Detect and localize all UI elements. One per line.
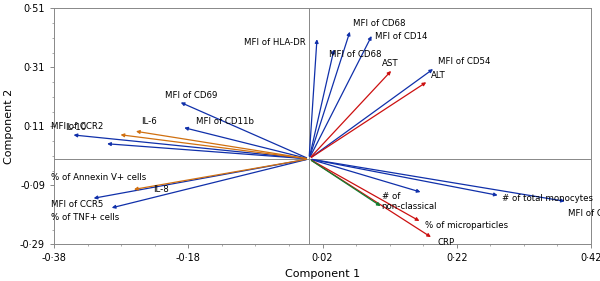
Text: MFI of CD68: MFI of CD68 xyxy=(353,19,405,28)
Text: ALT: ALT xyxy=(431,71,446,80)
Text: IL-6: IL-6 xyxy=(141,117,157,126)
Text: MFI of CD14: MFI of CD14 xyxy=(375,32,427,41)
Text: # of total monocytes: # of total monocytes xyxy=(502,194,593,203)
Text: CRP: CRP xyxy=(438,238,455,247)
Text: MFI of CCR2: MFI of CCR2 xyxy=(50,123,103,132)
Text: IL-10: IL-10 xyxy=(65,123,86,132)
Text: % of TNF+ cells: % of TNF+ cells xyxy=(50,214,119,223)
Text: MFI of HLA-DR: MFI of HLA-DR xyxy=(244,38,306,47)
Text: IL-8: IL-8 xyxy=(154,185,169,194)
Text: MFI of CD68: MFI of CD68 xyxy=(329,49,382,59)
Text: MFI of CCR5: MFI of CCR5 xyxy=(50,200,103,209)
Y-axis label: Component 2: Component 2 xyxy=(4,89,14,164)
Text: # of
non-classical: # of non-classical xyxy=(382,192,437,211)
Text: AST: AST xyxy=(382,59,398,68)
Text: % of microparticles: % of microparticles xyxy=(425,221,508,230)
Text: MFI of CD54: MFI of CD54 xyxy=(438,57,490,66)
Text: % of Annexin V+ cells: % of Annexin V+ cells xyxy=(50,173,146,182)
Text: MFI of CD69: MFI of CD69 xyxy=(165,91,217,100)
Text: MFI of CX3CR1: MFI of CX3CR1 xyxy=(568,209,600,218)
X-axis label: Component 1: Component 1 xyxy=(285,269,360,279)
Text: MFI of CD11b: MFI of CD11b xyxy=(196,117,254,126)
